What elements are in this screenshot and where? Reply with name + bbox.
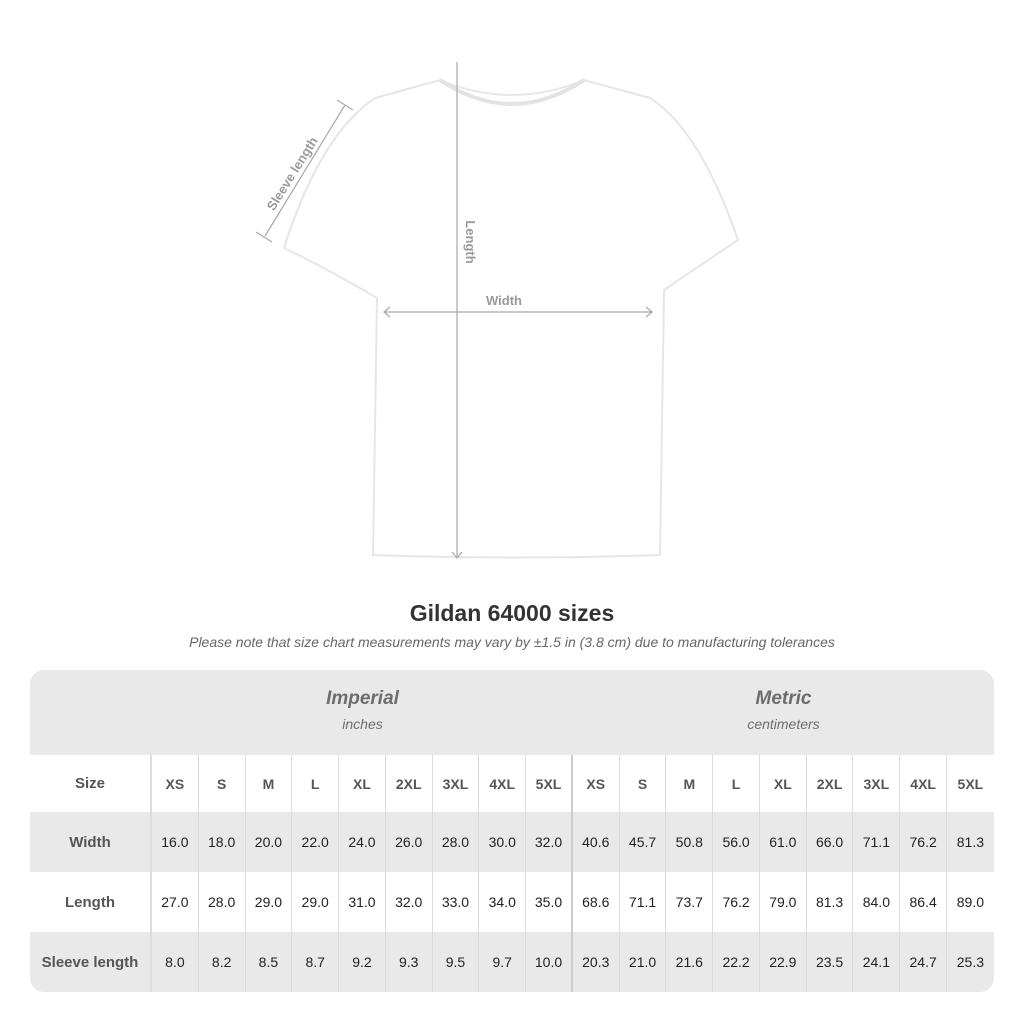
group-title: Imperial xyxy=(326,688,399,709)
size-header-cell: L xyxy=(292,755,340,812)
table-cell: 8.0 xyxy=(152,932,199,992)
table-cell: 10.0 xyxy=(526,932,573,992)
table-cell: 89.0 xyxy=(956,894,985,910)
group-subtitle: centimeters xyxy=(747,716,820,732)
header-row: Size XS S M L XL 2XL 3XL 4XL 5XL XS S M L XL 2XL 3XL 4XL 5… xyxy=(30,755,994,812)
group-subtitle: inches xyxy=(342,716,383,732)
table-cell: 9.3 xyxy=(386,932,433,992)
width-label: Width xyxy=(486,293,522,308)
table-cell: 84.0 xyxy=(853,872,901,932)
size-header-cell: 3XL xyxy=(433,755,480,812)
table-cell: 33.0 xyxy=(433,872,480,932)
table-row: Length 27.0 28.0 29.0 29.0 31.0 32.0 33.0 34.0 35… xyxy=(30,872,994,932)
table-cell: 50.8 xyxy=(666,812,714,872)
table-cell: 8.2 xyxy=(199,932,246,992)
chart-title: Gildan 64000 sizes xyxy=(409,600,615,626)
tshirt-diagram: Sleeve length Length Width xyxy=(255,62,740,559)
size-header-cell: M xyxy=(246,755,293,812)
table-cell: 28.0 xyxy=(199,872,246,932)
tolerance-note: Please note that size chart measurements… xyxy=(189,634,835,650)
table-cell: 29.0 xyxy=(292,872,340,932)
table-cell: 40.6 xyxy=(573,812,620,872)
size-header-cell: S xyxy=(620,755,667,812)
table-cell: 18.0 xyxy=(199,812,246,872)
table-cell: 24.0 xyxy=(339,812,386,872)
size-header-cell: 2XL xyxy=(386,755,433,812)
size-table: Imperial inches Metric centimeters Size X… xyxy=(30,670,994,992)
table-cell: 9.2 xyxy=(339,932,386,992)
table-cell: 20.3 xyxy=(573,932,620,992)
group-imperial: Imperial inches xyxy=(152,670,573,754)
table-cell: 76.2 xyxy=(900,812,948,872)
size-header-cell: XL xyxy=(339,755,386,812)
size-header-cell: 5XL xyxy=(957,775,984,792)
table-cell: 22.2 xyxy=(713,932,760,992)
table-cell: 81.3 xyxy=(807,872,854,932)
table-cell: 73.7 xyxy=(666,872,714,932)
table-cell: 27.0 xyxy=(152,872,199,932)
table-cell: 71.1 xyxy=(853,812,901,872)
table-cell: 32.0 xyxy=(386,872,433,932)
table-cell: 8.5 xyxy=(246,932,293,992)
table-cell: 35.0 xyxy=(526,872,573,932)
row-label: Width xyxy=(30,812,152,872)
table-cell: 26.0 xyxy=(386,812,433,872)
table-row: Width 16.0 18.0 20.0 22.0 24.0 26.0 28.0 30.0 32.… xyxy=(30,812,994,872)
table-cell: 34.0 xyxy=(479,872,527,932)
table-cell: 29.0 xyxy=(246,872,293,932)
table-cell: 24.1 xyxy=(853,932,901,992)
table-cell: 81.3 xyxy=(956,834,985,850)
table-cell: 56.0 xyxy=(713,812,760,872)
size-header-cell: 5XL xyxy=(526,755,573,812)
group-metric: Metric centimeters xyxy=(573,670,994,754)
table-cell: 9.7 xyxy=(479,932,527,992)
table-cell: 71.1 xyxy=(620,872,667,932)
table-cell: 24.7 xyxy=(900,932,948,992)
table-row: Sleeve length 8.0 8.2 8.5 8.7 9.2 9.3 9.5 9.7 10.… xyxy=(30,932,994,992)
table-cell: 32.0 xyxy=(526,812,573,872)
table-cell: 79.0 xyxy=(760,872,807,932)
sleeve-measure-line xyxy=(264,104,346,237)
size-header-cell: 4XL xyxy=(900,755,948,812)
length-label: Length xyxy=(463,220,478,263)
size-header-cell: L xyxy=(713,755,760,812)
table-cell: 16.0 xyxy=(152,812,199,872)
size-header-cell: 4XL xyxy=(479,755,527,812)
table-cell: 20.0 xyxy=(246,812,293,872)
tshirt-shape xyxy=(282,78,740,559)
size-header-cell: XS xyxy=(152,755,199,812)
table-cell: 45.7 xyxy=(620,812,667,872)
group-title: Metric xyxy=(755,688,812,709)
size-header-cell: XS xyxy=(573,755,620,812)
row-label: Length xyxy=(30,872,152,932)
table-cell: 9.5 xyxy=(433,932,480,992)
size-header-cell: XL xyxy=(760,755,807,812)
row-label: Size xyxy=(30,755,152,812)
table-cell: 66.0 xyxy=(807,812,854,872)
table-cell: 76.2 xyxy=(713,872,760,932)
table-cell: 25.3 xyxy=(956,954,985,970)
size-header-cell: M xyxy=(666,755,714,812)
table-cell: 28.0 xyxy=(433,812,480,872)
table-cell: 22.9 xyxy=(760,932,807,992)
table-cell: 30.0 xyxy=(479,812,527,872)
row-label: Sleeve length xyxy=(30,932,152,992)
table-cell: 23.5 xyxy=(807,932,854,992)
table-cell: 8.7 xyxy=(292,932,340,992)
size-header-cell: 3XL xyxy=(853,755,901,812)
table-cell: 21.6 xyxy=(666,932,714,992)
table-cell: 31.0 xyxy=(339,872,386,932)
table-cell: 21.0 xyxy=(620,932,667,992)
size-header-cell: S xyxy=(199,755,246,812)
table-cell: 22.0 xyxy=(292,812,340,872)
table-cell: 68.6 xyxy=(573,872,620,932)
table-cell: 86.4 xyxy=(900,872,948,932)
table-cell: 61.0 xyxy=(760,812,807,872)
size-header-cell: 2XL xyxy=(807,755,854,812)
